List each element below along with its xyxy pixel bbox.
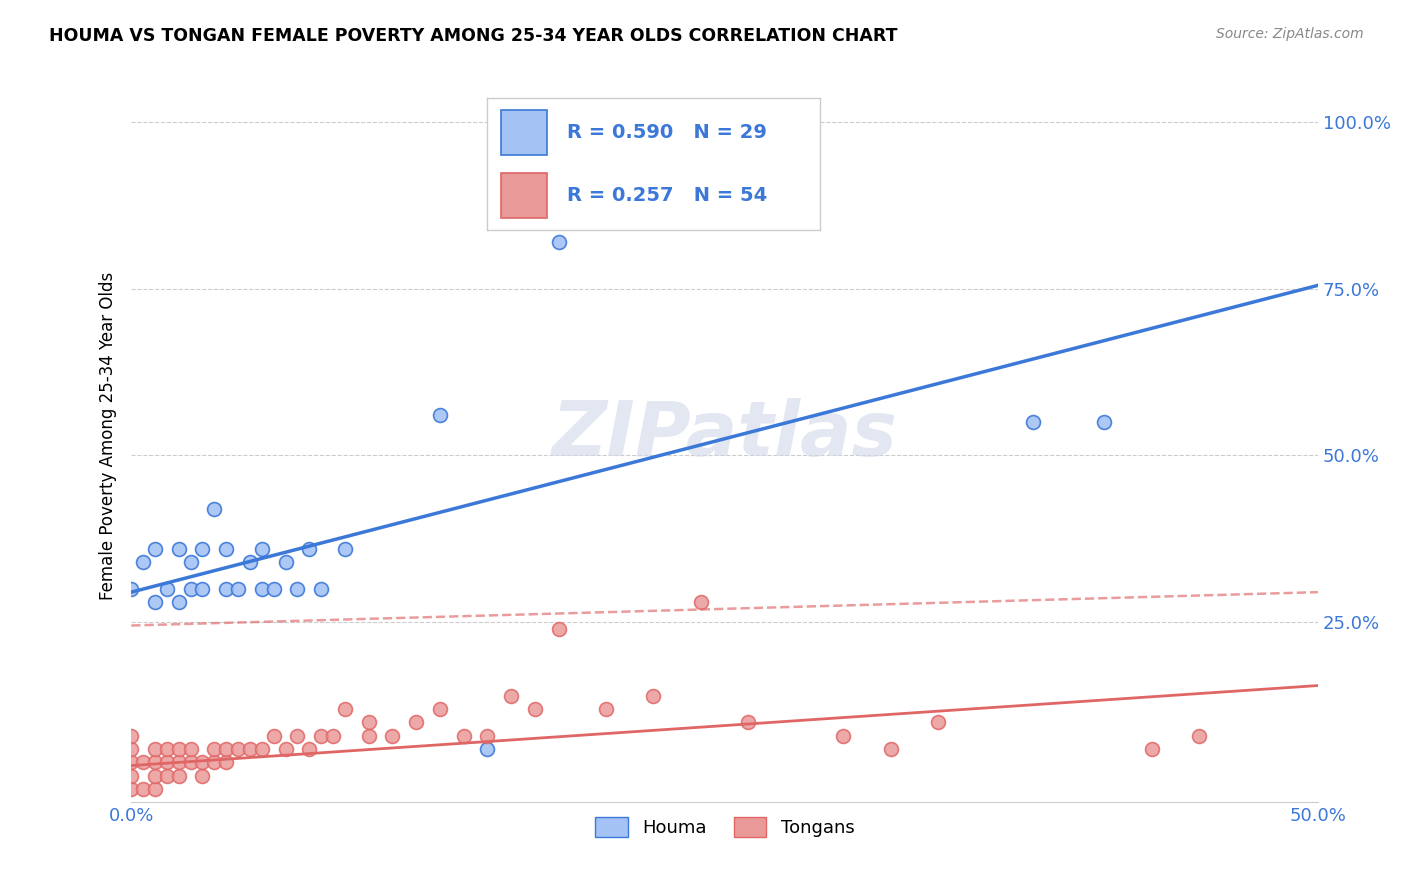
Point [381,729,404,743]
Point [120,781,142,796]
Point [287,729,309,743]
Point [120,742,142,756]
Point [120,582,142,596]
Point [477,729,499,743]
Point [167,541,190,556]
Point [357,715,380,730]
Point [215,742,238,756]
Point [274,742,297,756]
Point [143,595,166,609]
Point [191,582,214,596]
Point [167,768,190,782]
Point [156,742,179,756]
Point [132,555,155,569]
Point [250,541,273,556]
Point [180,742,202,756]
Point [191,541,214,556]
Point [215,582,238,596]
Point [120,729,142,743]
Point [191,768,214,782]
Point [643,689,665,703]
Point [239,742,262,756]
Point [333,541,356,556]
Point [357,729,380,743]
Point [180,756,202,770]
Text: Source: ZipAtlas.com: Source: ZipAtlas.com [1216,27,1364,41]
Point [180,555,202,569]
Point [156,768,179,782]
Point [927,715,949,730]
Point [143,768,166,782]
Text: HOUMA VS TONGAN FEMALE POVERTY AMONG 25-34 YEAR OLDS CORRELATION CHART: HOUMA VS TONGAN FEMALE POVERTY AMONG 25-… [49,27,897,45]
Point [191,756,214,770]
Point [429,409,451,423]
Point [226,742,249,756]
Point [156,756,179,770]
Point [132,756,155,770]
Point [263,582,285,596]
Point [309,582,332,596]
Point [156,582,179,596]
Point [309,729,332,743]
Point [333,702,356,716]
Point [202,501,225,516]
Point [143,742,166,756]
Point [453,729,475,743]
Point [595,702,617,716]
Text: ZIPatlas: ZIPatlas [551,399,897,473]
Point [250,582,273,596]
Point [167,595,190,609]
Point [690,595,713,609]
Point [547,622,569,636]
Point [167,742,190,756]
Point [523,702,546,716]
Point [167,756,190,770]
Point [120,756,142,770]
Point [1188,729,1211,743]
Point [143,781,166,796]
Point [263,729,285,743]
Point [215,541,238,556]
Point [880,742,903,756]
Point [215,756,238,770]
Legend: Houma, Tongans: Houma, Tongans [588,809,862,845]
Y-axis label: Female Poverty Among 25-34 Year Olds: Female Poverty Among 25-34 Year Olds [100,271,117,599]
Point [239,555,262,569]
Point [298,742,321,756]
Point [405,715,427,730]
Point [202,742,225,756]
Point [737,715,759,730]
Point [250,742,273,756]
Point [1094,415,1116,429]
Point [429,702,451,716]
Point [298,541,321,556]
Point [832,729,855,743]
Point [499,689,522,703]
Point [287,582,309,596]
Point [1140,742,1163,756]
Point [322,729,344,743]
Point [132,781,155,796]
Point [202,756,225,770]
Point [226,582,249,596]
Point [143,756,166,770]
Point [547,235,569,249]
Point [143,541,166,556]
Point [477,742,499,756]
Point [180,582,202,596]
Point [1022,415,1045,429]
Point [120,768,142,782]
Point [274,555,297,569]
